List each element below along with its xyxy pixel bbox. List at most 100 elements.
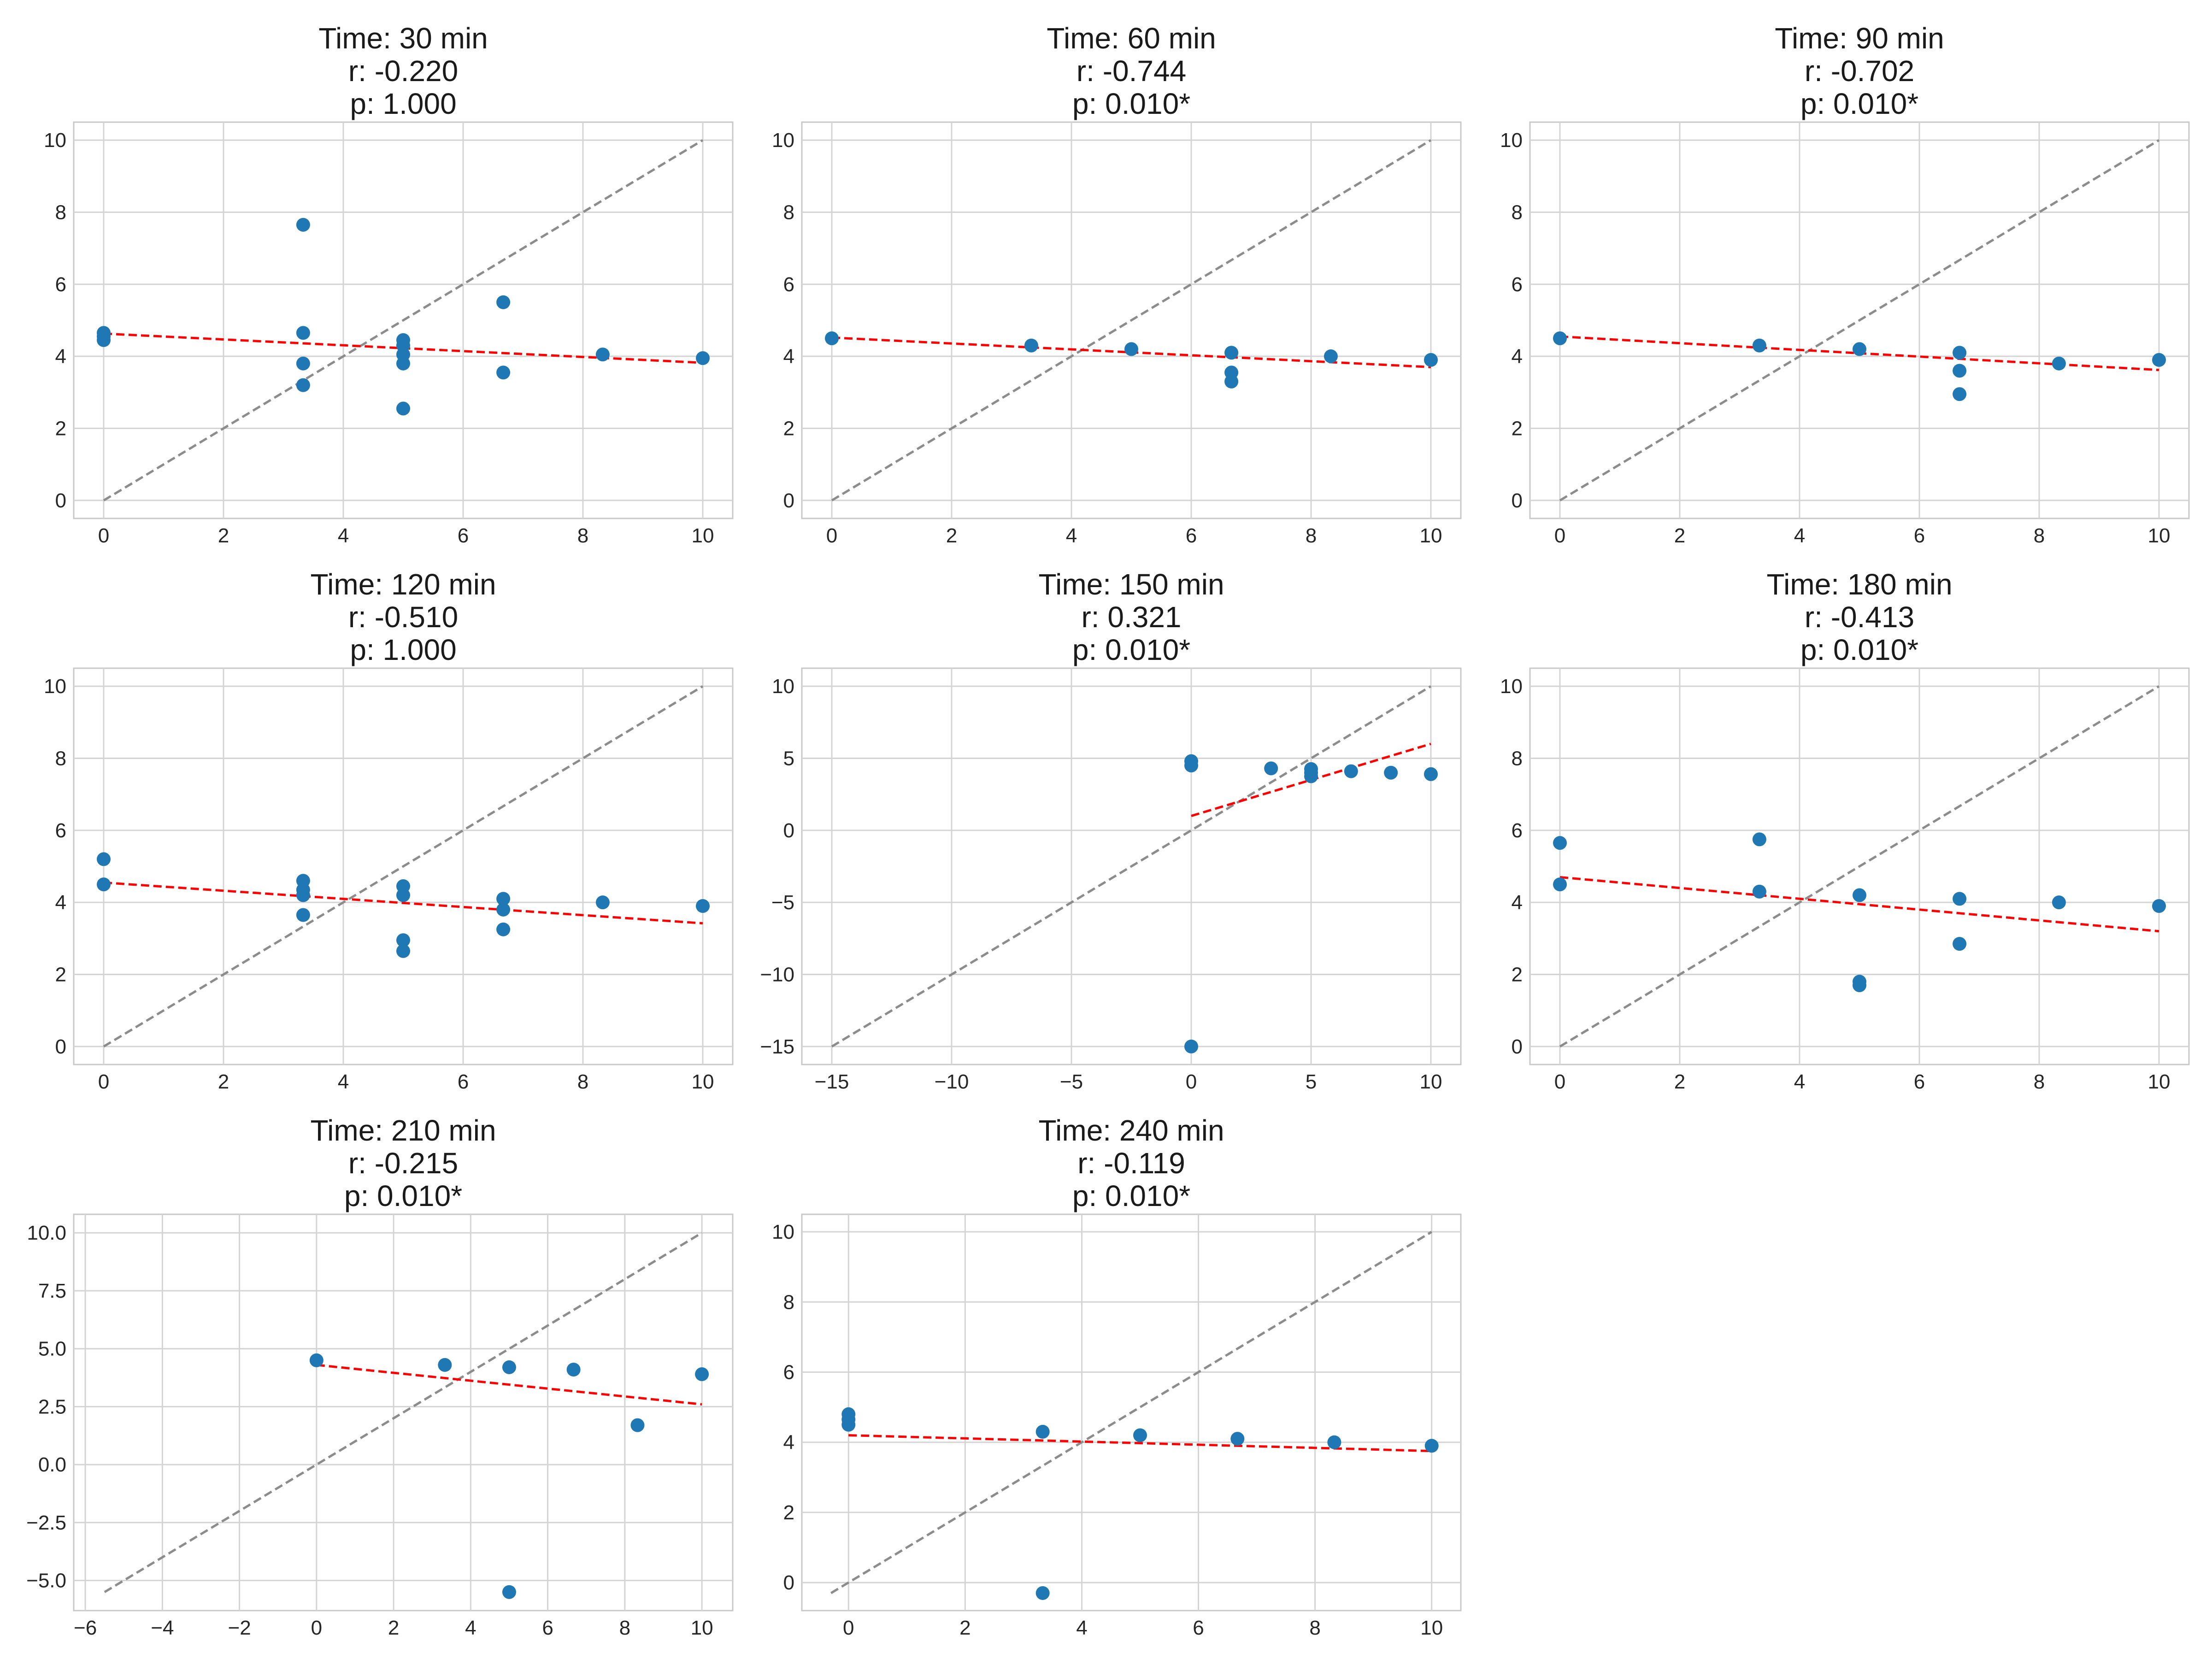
x-tick-label: 6 [458, 524, 469, 547]
x-tick-label: −4 [151, 1617, 174, 1639]
y-tick-label: 10 [1500, 129, 1523, 152]
data-point [1553, 836, 1567, 850]
identity-line [104, 1232, 703, 1593]
y-tick-label: 2 [55, 418, 66, 440]
x-tick-label: 0 [843, 1617, 854, 1639]
y-tick-label: 8 [1512, 201, 1523, 224]
y-tick-label: 10 [772, 1221, 794, 1243]
x-tick-label: 8 [1306, 524, 1317, 547]
x-tick-label: 6 [1914, 524, 1925, 547]
title-p: p: 0.010* [1800, 87, 1918, 120]
title-r: r: -0.220 [348, 54, 458, 88]
data-point [496, 922, 511, 936]
y-tick-label: 8 [783, 1291, 794, 1313]
x-tick-label: 4 [1794, 524, 1805, 547]
data-point [1224, 374, 1239, 388]
x-tick-label: 10 [1420, 524, 1442, 547]
data-point [1184, 1039, 1198, 1053]
x-tick-label: 0 [98, 524, 109, 547]
title-time: Time: 150 min [1038, 568, 1224, 601]
title-time: Time: 60 min [1047, 22, 1216, 55]
title-p: p: 0.010* [1800, 633, 1918, 666]
data-point [1035, 1424, 1050, 1439]
x-tick-label: −6 [74, 1617, 97, 1639]
data-point [496, 902, 511, 917]
data-point [396, 888, 410, 902]
x-tick-label: 0 [1554, 1071, 1565, 1093]
x-tick-label: 8 [2034, 524, 2045, 547]
y-tick-label: 5.0 [38, 1338, 66, 1360]
y-tick-label: 10 [44, 675, 66, 698]
title-r: r: -0.215 [348, 1147, 458, 1180]
data-point [296, 888, 310, 902]
y-tick-label: 4 [55, 891, 66, 914]
y-tick-label: 2 [1512, 418, 1523, 440]
data-point [1853, 342, 1866, 356]
data-point [1752, 832, 1766, 847]
data-point [1752, 338, 1766, 353]
title-r: r: -0.510 [348, 600, 458, 634]
y-tick-label: 6 [1512, 273, 1523, 296]
data-point [1953, 387, 1967, 401]
data-point [1752, 884, 1766, 899]
x-tick-label: 8 [619, 1617, 630, 1639]
data-point [2152, 899, 2166, 913]
y-tick-label: 10.0 [27, 1222, 66, 1244]
y-tick-label: 0 [1512, 489, 1523, 512]
x-tick-label: 10 [2148, 524, 2171, 547]
data-point [1124, 342, 1138, 356]
title-r: r: -0.119 [1077, 1147, 1185, 1180]
data-point [696, 351, 710, 365]
y-tick-label: 10 [772, 129, 794, 152]
title-r: r: 0.321 [1081, 600, 1181, 634]
data-point [97, 877, 111, 892]
y-tick-label: −2.5 [26, 1512, 66, 1534]
data-point [1553, 877, 1567, 892]
data-point [1384, 765, 1398, 780]
y-tick-label: 4 [783, 345, 794, 368]
y-tick-label: 0.0 [38, 1453, 66, 1476]
data-point [1230, 1432, 1245, 1446]
title-time: Time: 210 min [310, 1114, 496, 1147]
y-tick-label: 8 [55, 201, 66, 224]
fit-line [103, 881, 703, 925]
y-tick-label: 7.5 [38, 1280, 66, 1302]
identity-line [830, 1230, 1433, 1594]
x-tick-label: 6 [1186, 524, 1197, 547]
fit-line [316, 1364, 702, 1406]
x-tick-label: 2 [218, 524, 229, 547]
data-point [1953, 346, 1967, 360]
x-tick-label: 4 [1066, 524, 1077, 547]
data-point [1327, 1435, 1341, 1449]
data-point [2152, 353, 2166, 367]
title-r: r: -0.744 [1077, 54, 1186, 88]
data-point [630, 1418, 645, 1432]
x-tick-label: 4 [338, 524, 349, 547]
y-tick-label: 8 [783, 201, 794, 224]
x-tick-label: 8 [577, 1071, 588, 1093]
y-tick-label: 5 [783, 747, 794, 770]
data-point [1853, 888, 1866, 902]
data-point [1424, 353, 1438, 367]
data-point [566, 1362, 581, 1377]
data-point [502, 1360, 516, 1374]
data-point [496, 365, 511, 380]
y-tick-label: 0 [783, 489, 794, 512]
title-time: Time: 90 min [1775, 22, 1944, 55]
x-tick-label: −2 [228, 1617, 251, 1639]
x-tick-label: 5 [1306, 1071, 1317, 1093]
data-point [1424, 767, 1438, 781]
title-p: p: 0.010* [1072, 87, 1190, 120]
title-time: Time: 30 min [318, 22, 488, 55]
y-tick-label: −10 [760, 964, 794, 986]
x-tick-label: 10 [691, 1617, 713, 1639]
y-tick-label: 2.5 [38, 1395, 66, 1418]
data-point [1133, 1428, 1147, 1442]
data-point [1853, 978, 1866, 992]
data-point [496, 892, 511, 906]
identity-line [1559, 139, 2160, 502]
